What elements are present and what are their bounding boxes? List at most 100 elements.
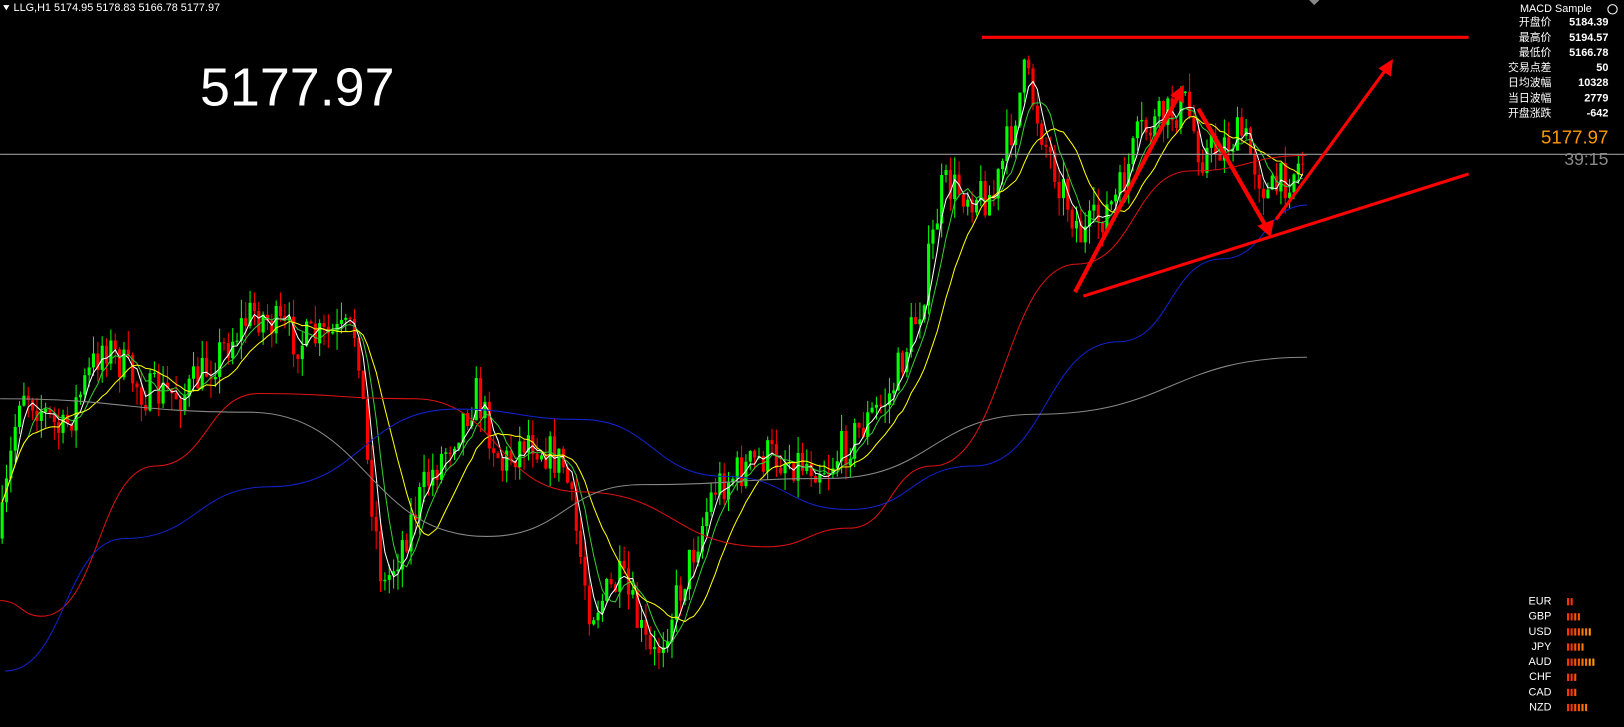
candle-body [979,180,983,200]
candle-body [1109,201,1113,205]
candle-body [339,319,343,324]
strength-segment [1570,643,1573,651]
candle-body [1031,68,1035,106]
candle-body [400,540,404,570]
strength-segment [1574,688,1577,697]
candle-body [48,408,52,413]
candle-body [635,590,639,628]
candle-body [479,378,483,419]
candle-body [639,619,644,628]
candle-body [574,488,578,531]
candle-body [544,455,548,469]
strength-segment [1574,643,1577,651]
candle-body [744,461,748,487]
candle-body [1148,132,1152,136]
candle-body [705,511,709,526]
chart-header: LLG,H1 5174.95 5178.83 5166.78 5177.97 [14,2,221,14]
candle-body [1027,59,1031,69]
candle-body [857,423,861,428]
candle-body [52,412,56,423]
candle-body [78,394,82,398]
arrow-down [1196,107,1268,227]
price-label: 5177.97 [1541,127,1608,148]
candle-body [152,372,156,374]
candle-body [300,345,304,360]
candle-body [539,455,544,460]
candle-body [1022,59,1026,93]
arrow-head [1378,59,1393,77]
candle-body [1122,172,1126,192]
strength-segment [1570,598,1573,606]
info-panel: 开盘价 5184.39 最高价 5194.57 最低价 5166.78 交易点差 50 日均波幅… [1508,15,1608,120]
candle-body [787,462,791,464]
candle-body [761,456,765,472]
arrow-head [1170,84,1184,104]
candle-body [392,571,396,576]
candle-body [191,366,196,379]
candle-body [1074,220,1079,229]
candle-body [444,452,448,454]
candle-body [1083,226,1087,243]
candle-body [940,174,944,224]
candle-body [840,431,844,462]
candle-body [1270,175,1274,190]
candle-body [309,321,313,324]
candle-body [261,314,265,333]
strength-segment [1588,658,1591,666]
candle-body [396,569,400,572]
candle-body [809,463,813,477]
drawings [981,35,1470,298]
candle-body [679,585,683,601]
candle-body [26,395,30,401]
candle-body [87,367,91,376]
strength-segment [1566,688,1570,697]
candle-body [948,170,952,200]
candle-body [239,318,243,341]
strength-segment [1566,628,1570,636]
strength-segment [1581,643,1584,651]
candle-body [13,426,17,451]
candle-body [344,317,348,320]
indicator-icon[interactable] [1607,4,1618,15]
candle-body [278,305,283,317]
currency-name: CAD [1528,686,1551,698]
candle-body [1188,91,1192,117]
strength-bar [1566,673,1577,681]
candle-body [435,469,439,480]
menu-icon[interactable] [3,5,10,11]
strength-segment [1577,703,1580,712]
candle-body [783,463,787,474]
candle-body [174,393,178,400]
candle-body [661,647,665,654]
info-value: 5194.57 [1569,32,1608,44]
strength-segment [1570,613,1573,621]
candle-body [500,457,504,471]
candle-body [1157,100,1161,117]
candle-body [700,525,704,552]
candle-body [418,487,422,520]
candle-body [835,461,839,469]
info-value: 5184.39 [1569,17,1608,29]
candle-body [1057,181,1061,199]
candle-body [974,199,979,213]
strength-segment [1570,658,1573,666]
candle-body [122,349,126,378]
candle-body [100,345,104,370]
candle-body [735,457,739,479]
candle-body [196,366,200,389]
candle-body [496,453,500,458]
candle-body [1000,160,1005,170]
candle-body [609,578,613,585]
strength-segment [1577,613,1580,621]
candle-body [135,383,139,388]
candle-body [1127,163,1131,192]
candle-body [65,414,69,424]
candle-body [570,482,574,489]
candle-body [1253,154,1257,175]
candle-body [113,340,117,350]
candle-body [879,404,883,406]
candle-body [1174,120,1179,129]
strength-segment [1570,703,1573,712]
ma-gray [0,356,1308,537]
candle-body [165,382,169,389]
